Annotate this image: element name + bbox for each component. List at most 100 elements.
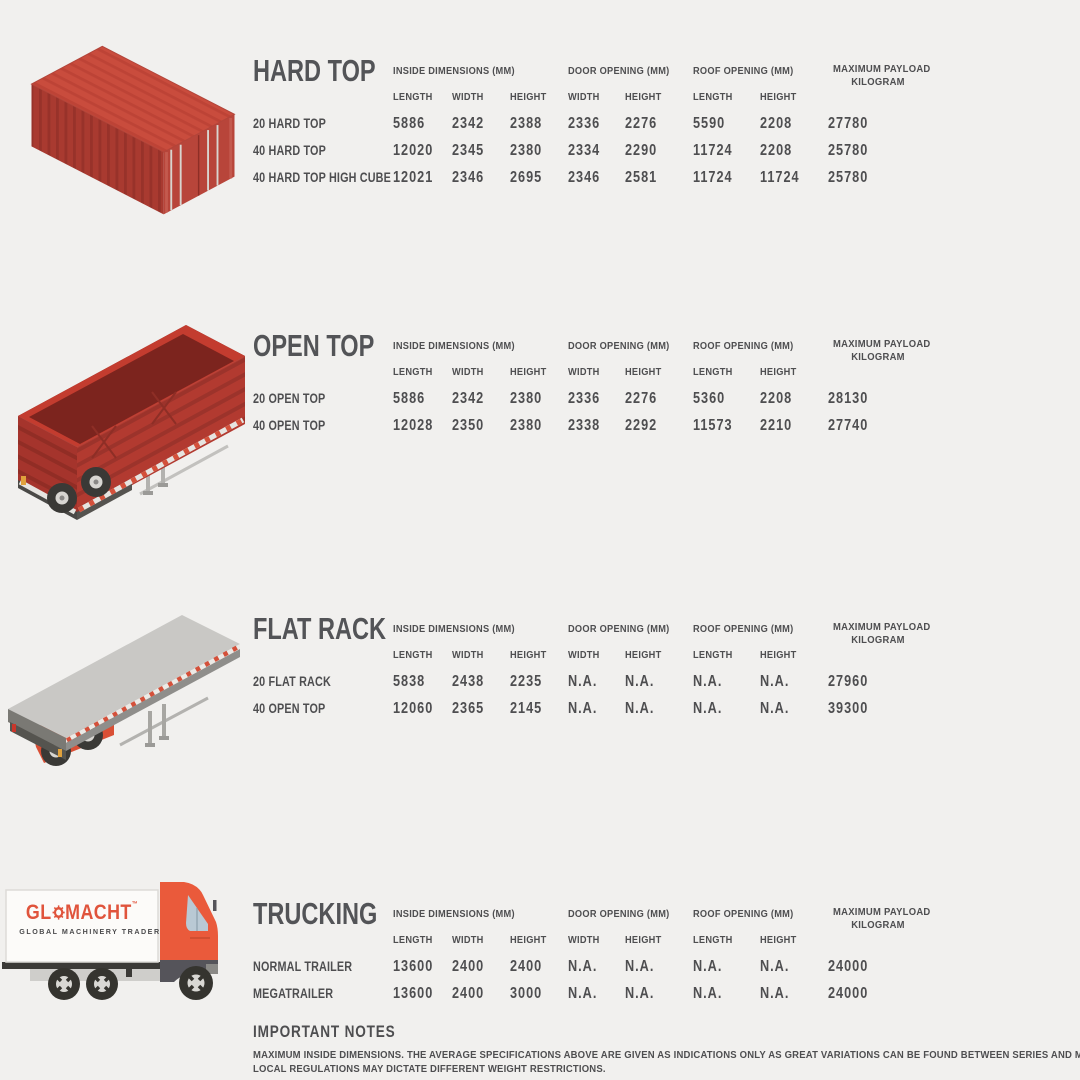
col-header-door-opening: DOOR OPENING (MM)	[568, 340, 670, 352]
cargo-box	[5, 889, 159, 963]
subheader-door-height: HEIGHT	[625, 649, 662, 661]
hard-top-container-illustration	[22, 18, 244, 223]
cell-door-width: N.A.	[568, 984, 598, 1002]
subheader-length: LENGTH	[393, 91, 433, 103]
section-title: OPEN TOP	[253, 328, 375, 363]
subheader-door-height: HEIGHT	[625, 366, 662, 378]
cell-inside-length: 12028	[393, 416, 434, 434]
cell-inside-width: 2346	[452, 168, 485, 186]
cell-door-height: 2581	[625, 168, 658, 186]
cell-door-height: 2276	[625, 389, 658, 407]
cell-roof-height: 2208	[760, 389, 793, 407]
col-header-max-payload: MAXIMUM PAYLOAD KILOGRAM	[833, 338, 931, 363]
cell-roof-height: 2210	[760, 416, 793, 434]
subheader-height: HEIGHT	[510, 934, 547, 946]
container-icon	[30, 45, 236, 215]
cell-roof-height: 2208	[760, 114, 793, 132]
cell-door-width: 2334	[568, 141, 601, 159]
col-header-roof-opening: ROOF OPENING (MM)	[693, 340, 794, 352]
cell-inside-width: 2345	[452, 141, 485, 159]
subheader-height: HEIGHT	[510, 91, 547, 103]
flat-rack-icon	[8, 615, 241, 766]
cell-roof-length: N.A.	[693, 699, 723, 717]
col-header-door-opening: DOOR OPENING (MM)	[568, 908, 670, 920]
spec-table-flat-rack: INSIDE DIMENSIONS (MM) DOOR OPENING (MM)…	[253, 616, 930, 722]
row-label: 20 HARD TOP	[253, 116, 326, 131]
cell-roof-length: 11724	[693, 168, 733, 186]
cell-inside-length: 12060	[393, 699, 434, 717]
open-top-trailer-icon	[18, 325, 245, 520]
col-header-max-payload: MAXIMUM PAYLOAD KILOGRAM	[833, 906, 931, 931]
cell-door-width: N.A.	[568, 699, 598, 717]
cell-max-payload: 28130	[828, 389, 869, 407]
trademark-symbol: ™	[131, 901, 139, 908]
important-notes: IMPORTANT NOTES MAXIMUM INSIDE DIMENSION…	[253, 1022, 1080, 1077]
cell-roof-length: 11573	[693, 416, 733, 434]
cell-roof-length: N.A.	[693, 957, 723, 975]
subheader-door-width: WIDTH	[568, 934, 600, 946]
logo-gl: GL	[25, 901, 52, 924]
cell-max-payload: 39300	[828, 699, 869, 717]
cell-inside-height: 2380	[510, 416, 543, 434]
spec-table-trucking: INSIDE DIMENSIONS (MM) DOOR OPENING (MM)…	[253, 901, 931, 1007]
logo-tagline: GLOBAL MACHINERY TRADER	[19, 927, 161, 936]
cell-roof-height: 11724	[760, 168, 800, 186]
cell-roof-length: N.A.	[693, 984, 723, 1002]
row-label: NORMAL TRAILER	[253, 959, 353, 974]
col-header-inside-dimensions: INSIDE DIMENSIONS (MM)	[393, 908, 515, 920]
cell-inside-length: 13600	[393, 984, 434, 1002]
logo-macht: MACHT	[65, 901, 132, 924]
section-title: FLAT RACK	[253, 611, 387, 646]
cell-inside-height: 2695	[510, 168, 543, 186]
cell-door-height: 2276	[625, 114, 658, 132]
section-title: HARD TOP	[253, 53, 376, 88]
flat-rack-trailer-illustration	[0, 593, 250, 788]
subheader-roof-length: LENGTH	[693, 366, 733, 378]
box-truck-illustration	[0, 878, 245, 1013]
gear-icon	[52, 902, 65, 920]
cell-door-height: N.A.	[625, 984, 655, 1002]
subheader-door-width: WIDTH	[568, 91, 600, 103]
cell-inside-height: 2145	[510, 699, 543, 717]
cell-inside-width: 2350	[452, 416, 485, 434]
cell-inside-length: 13600	[393, 957, 434, 975]
subheader-height: HEIGHT	[510, 649, 547, 661]
cell-inside-length: 12021	[393, 168, 434, 186]
cell-door-width: 2346	[568, 168, 601, 186]
cell-inside-height: 2400	[510, 957, 543, 975]
subheader-roof-length: LENGTH	[693, 934, 733, 946]
subheader-roof-height: HEIGHT	[760, 649, 797, 661]
cell-roof-length: 11724	[693, 141, 733, 159]
cell-inside-width: 2342	[452, 114, 485, 132]
row-label: 40 OPEN TOP	[253, 701, 326, 716]
col-header-roof-opening: ROOF OPENING (MM)	[693, 623, 794, 635]
cell-door-height: N.A.	[625, 672, 655, 690]
cell-roof-height: N.A.	[760, 672, 790, 690]
col-header-inside-dimensions: INSIDE DIMENSIONS (MM)	[393, 340, 515, 352]
col-header-inside-dimensions: INSIDE DIMENSIONS (MM)	[393, 623, 515, 635]
row-label: 20 OPEN TOP	[253, 391, 326, 406]
subheader-door-height: HEIGHT	[625, 934, 662, 946]
col-header-door-opening: DOOR OPENING (MM)	[568, 65, 670, 77]
cell-door-height: N.A.	[625, 699, 655, 717]
cell-max-payload: 24000	[828, 984, 869, 1002]
col-header-max-payload: MAXIMUM PAYLOAD KILOGRAM	[833, 63, 931, 88]
open-top-trailer-illustration	[0, 298, 250, 526]
cell-door-width: 2336	[568, 389, 601, 407]
col-header-roof-opening: ROOF OPENING (MM)	[693, 908, 794, 920]
row-label: 40 HARD TOP HIGH CUBE	[253, 170, 391, 185]
cell-max-payload: 27740	[828, 416, 869, 434]
cell-door-height: N.A.	[625, 957, 655, 975]
notes-line: LOCAL REGULATIONS MAY DICTATE DIFFERENT …	[253, 1064, 606, 1075]
notes-title: IMPORTANT NOTES	[253, 1022, 396, 1041]
cell-inside-length: 5838	[393, 672, 426, 690]
trailer-wheels	[47, 467, 111, 513]
cell-roof-height: N.A.	[760, 699, 790, 717]
col-header-roof-opening: ROOF OPENING (MM)	[693, 65, 794, 77]
cell-inside-length: 5886	[393, 389, 426, 407]
row-label: 40 HARD TOP	[253, 143, 326, 158]
subheader-length: LENGTH	[393, 649, 433, 661]
cell-door-height: 2290	[625, 141, 658, 159]
subheader-width: WIDTH	[452, 934, 484, 946]
